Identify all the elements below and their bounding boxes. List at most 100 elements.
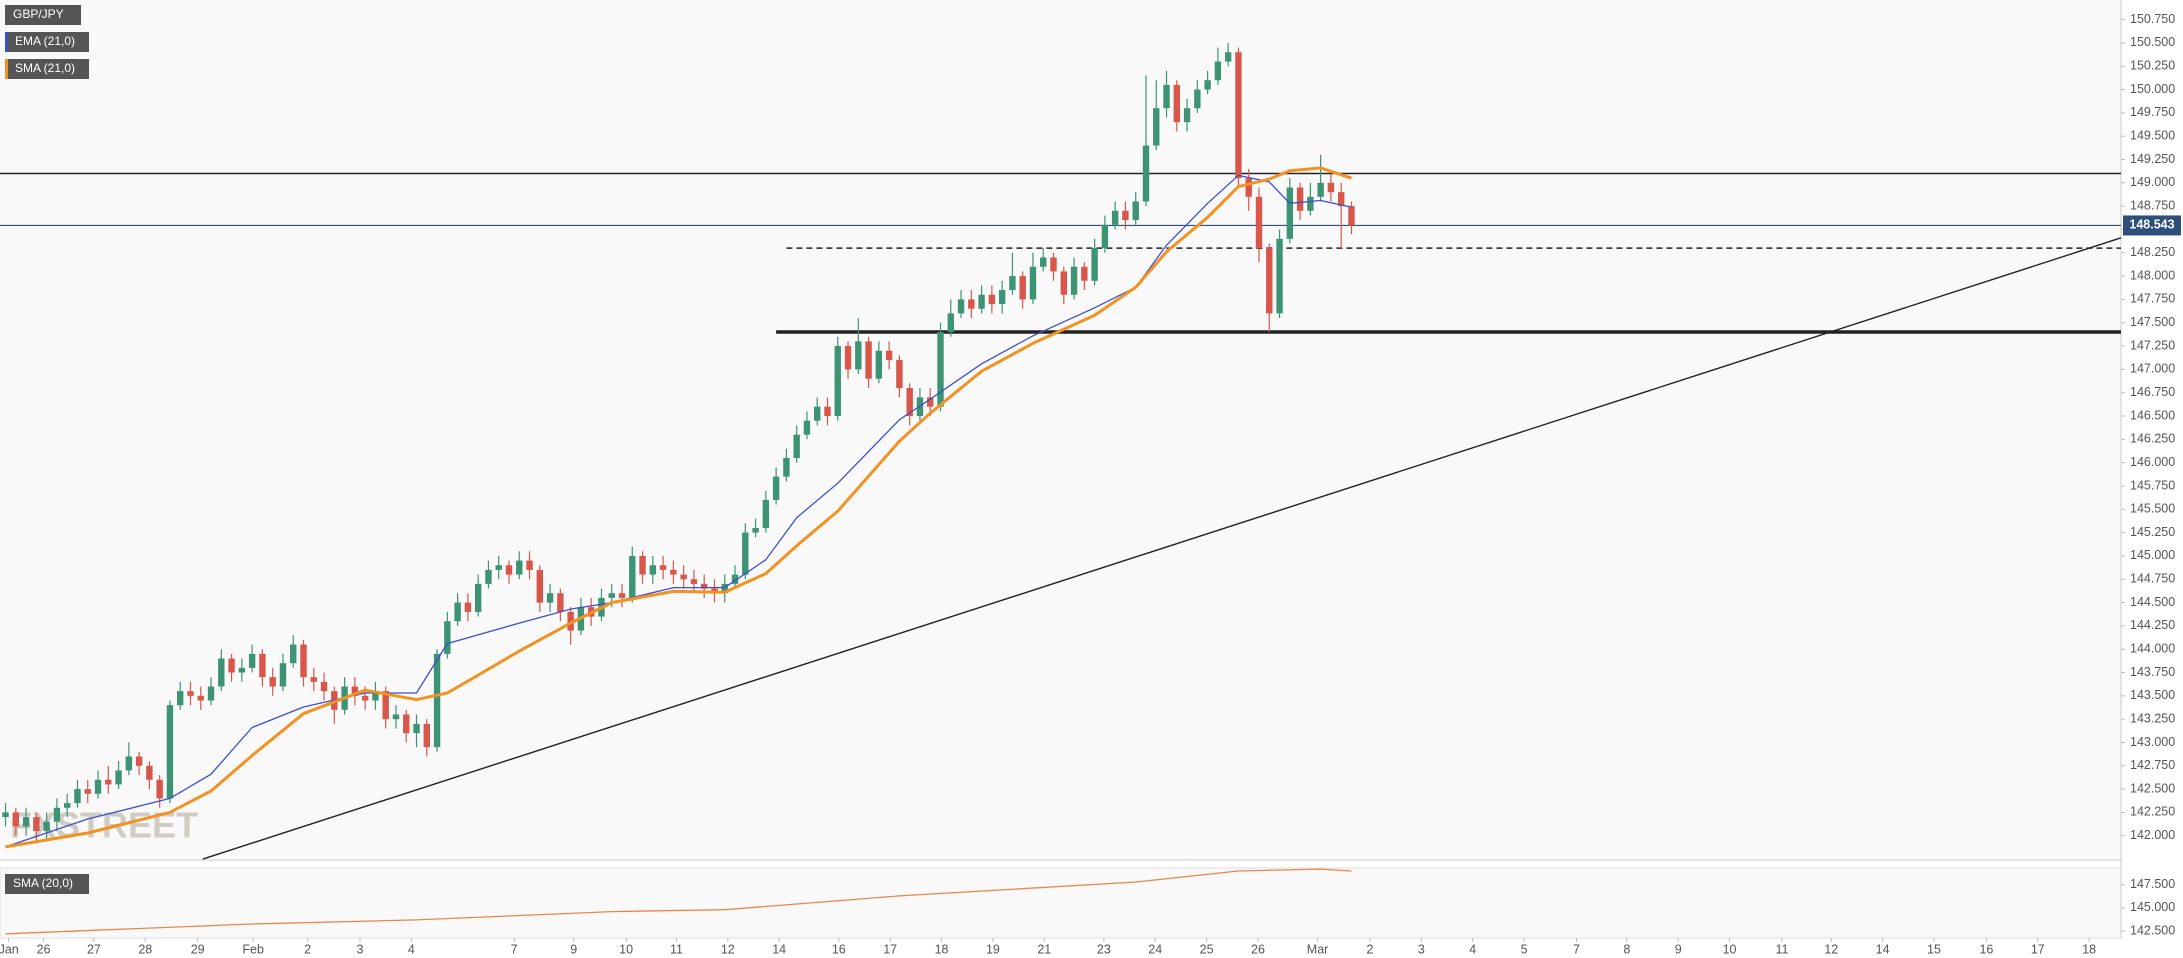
candle-body xyxy=(855,341,862,370)
candle-body xyxy=(115,770,122,785)
candle-body xyxy=(947,313,954,333)
candle-body xyxy=(474,583,482,612)
candle-body xyxy=(1317,182,1324,197)
legend-entry: SMA (21,0) xyxy=(15,61,75,75)
candle-body xyxy=(1224,52,1232,62)
legend-swatch xyxy=(5,59,8,79)
y-tick-label: 142.000 xyxy=(2130,828,2175,842)
candle-body xyxy=(1183,108,1191,123)
y-tick-label: 150.500 xyxy=(2130,35,2175,49)
candle-body xyxy=(156,779,163,799)
x-tick-label: 18 xyxy=(2082,942,2096,956)
candle-body xyxy=(1029,266,1037,300)
candle-body xyxy=(361,695,369,701)
x-tick-label: 19 xyxy=(986,942,1000,956)
x-tick-label: 21 xyxy=(1037,942,1051,956)
candle-body xyxy=(197,695,204,701)
x-tick-label: 14 xyxy=(1876,942,1890,956)
x-tick-label: 10 xyxy=(619,942,633,956)
candle-body xyxy=(731,574,739,584)
legend-box xyxy=(5,874,89,894)
candle-body xyxy=(74,789,81,804)
candle-body xyxy=(783,457,790,477)
y-tick-label: 148.250 xyxy=(2130,245,2175,259)
candle-body xyxy=(1204,80,1211,90)
y-tick-label: 142.500 xyxy=(2130,923,2175,937)
candle-body xyxy=(896,360,903,389)
candle-body xyxy=(413,723,420,734)
candle-body xyxy=(1245,178,1252,197)
candle-body xyxy=(63,803,71,808)
y-tick-label: 143.000 xyxy=(2130,735,2175,749)
x-tick-label: 3 xyxy=(1418,942,1425,956)
legend-box xyxy=(5,59,89,79)
candle-body xyxy=(906,388,913,417)
candle-body xyxy=(238,667,246,673)
x-tick-label: 16 xyxy=(832,942,846,956)
y-tick-label: 145.500 xyxy=(2130,502,2175,516)
candle-body xyxy=(803,420,811,435)
candle-body xyxy=(1348,206,1355,226)
candle-body xyxy=(1060,271,1067,295)
candle-body xyxy=(125,756,133,771)
y-tick-label: 146.750 xyxy=(2130,385,2175,399)
candle-body xyxy=(444,621,451,654)
x-tick-label: Jan xyxy=(0,942,19,956)
y-tick-label: 142.750 xyxy=(2130,758,2175,772)
y-tick-label: 147.500 xyxy=(2130,877,2175,891)
x-tick-label: 5 xyxy=(1521,942,1528,956)
candle-body xyxy=(166,705,174,799)
x-tick-label: 28 xyxy=(138,942,152,956)
candle-body xyxy=(33,817,40,832)
y-tick-label: 146.500 xyxy=(2130,408,2175,422)
trendline xyxy=(202,237,2122,860)
candle-body xyxy=(392,714,400,720)
legend-title: GBP/JPY xyxy=(13,7,64,21)
x-tick-label: 23 xyxy=(1097,942,1111,956)
y-tick-label: 145.750 xyxy=(2130,478,2175,492)
y-tick-label: 145.000 xyxy=(2130,548,2175,562)
y-tick-label: 143.250 xyxy=(2130,711,2175,725)
y-tick-label: 147.500 xyxy=(2130,315,2175,329)
x-tick-label: 3 xyxy=(357,942,364,956)
candle-body xyxy=(1122,210,1129,221)
candle-body xyxy=(649,565,657,575)
indicator-pane xyxy=(0,867,2122,939)
candle-body xyxy=(629,555,636,598)
candle-body xyxy=(423,723,430,748)
candle-body xyxy=(382,691,389,720)
candle-body xyxy=(228,658,235,673)
legend-entry: EMA (21,0) xyxy=(15,34,75,48)
candle-body xyxy=(1111,210,1119,225)
candle-body xyxy=(1091,248,1098,281)
candle-body xyxy=(772,476,780,500)
x-tick-label: 12 xyxy=(1824,942,1838,956)
indicator-line xyxy=(5,166,1352,849)
candle-body xyxy=(659,565,667,570)
candle-body xyxy=(814,406,821,421)
candle-body xyxy=(762,499,770,528)
candle-body xyxy=(94,779,102,794)
candle-body xyxy=(1173,84,1181,123)
candle-body xyxy=(546,593,554,603)
candle-body xyxy=(269,677,276,687)
candle-body xyxy=(248,653,256,668)
y-tick-label: 143.750 xyxy=(2130,665,2175,679)
candle-body xyxy=(207,686,215,701)
indicator-line xyxy=(5,868,1352,935)
indicator-line xyxy=(5,174,1352,848)
candle-body xyxy=(700,583,708,589)
y-tick-label: 148.000 xyxy=(2130,268,2175,282)
y-tick-label: 144.750 xyxy=(2130,572,2175,586)
y-tick-label: 149.500 xyxy=(2130,128,2175,142)
candle-body xyxy=(310,677,317,682)
x-tick-label: 9 xyxy=(570,942,577,956)
candle-body xyxy=(105,779,112,785)
y-tick-label: 144.250 xyxy=(2130,618,2175,632)
x-tick-label: 11 xyxy=(1775,942,1788,956)
candle-body xyxy=(998,290,1006,305)
y-tick-label: 145.000 xyxy=(2130,900,2175,914)
candle-body xyxy=(1255,196,1263,249)
candle-body xyxy=(1142,145,1150,202)
candle-body xyxy=(557,593,564,612)
